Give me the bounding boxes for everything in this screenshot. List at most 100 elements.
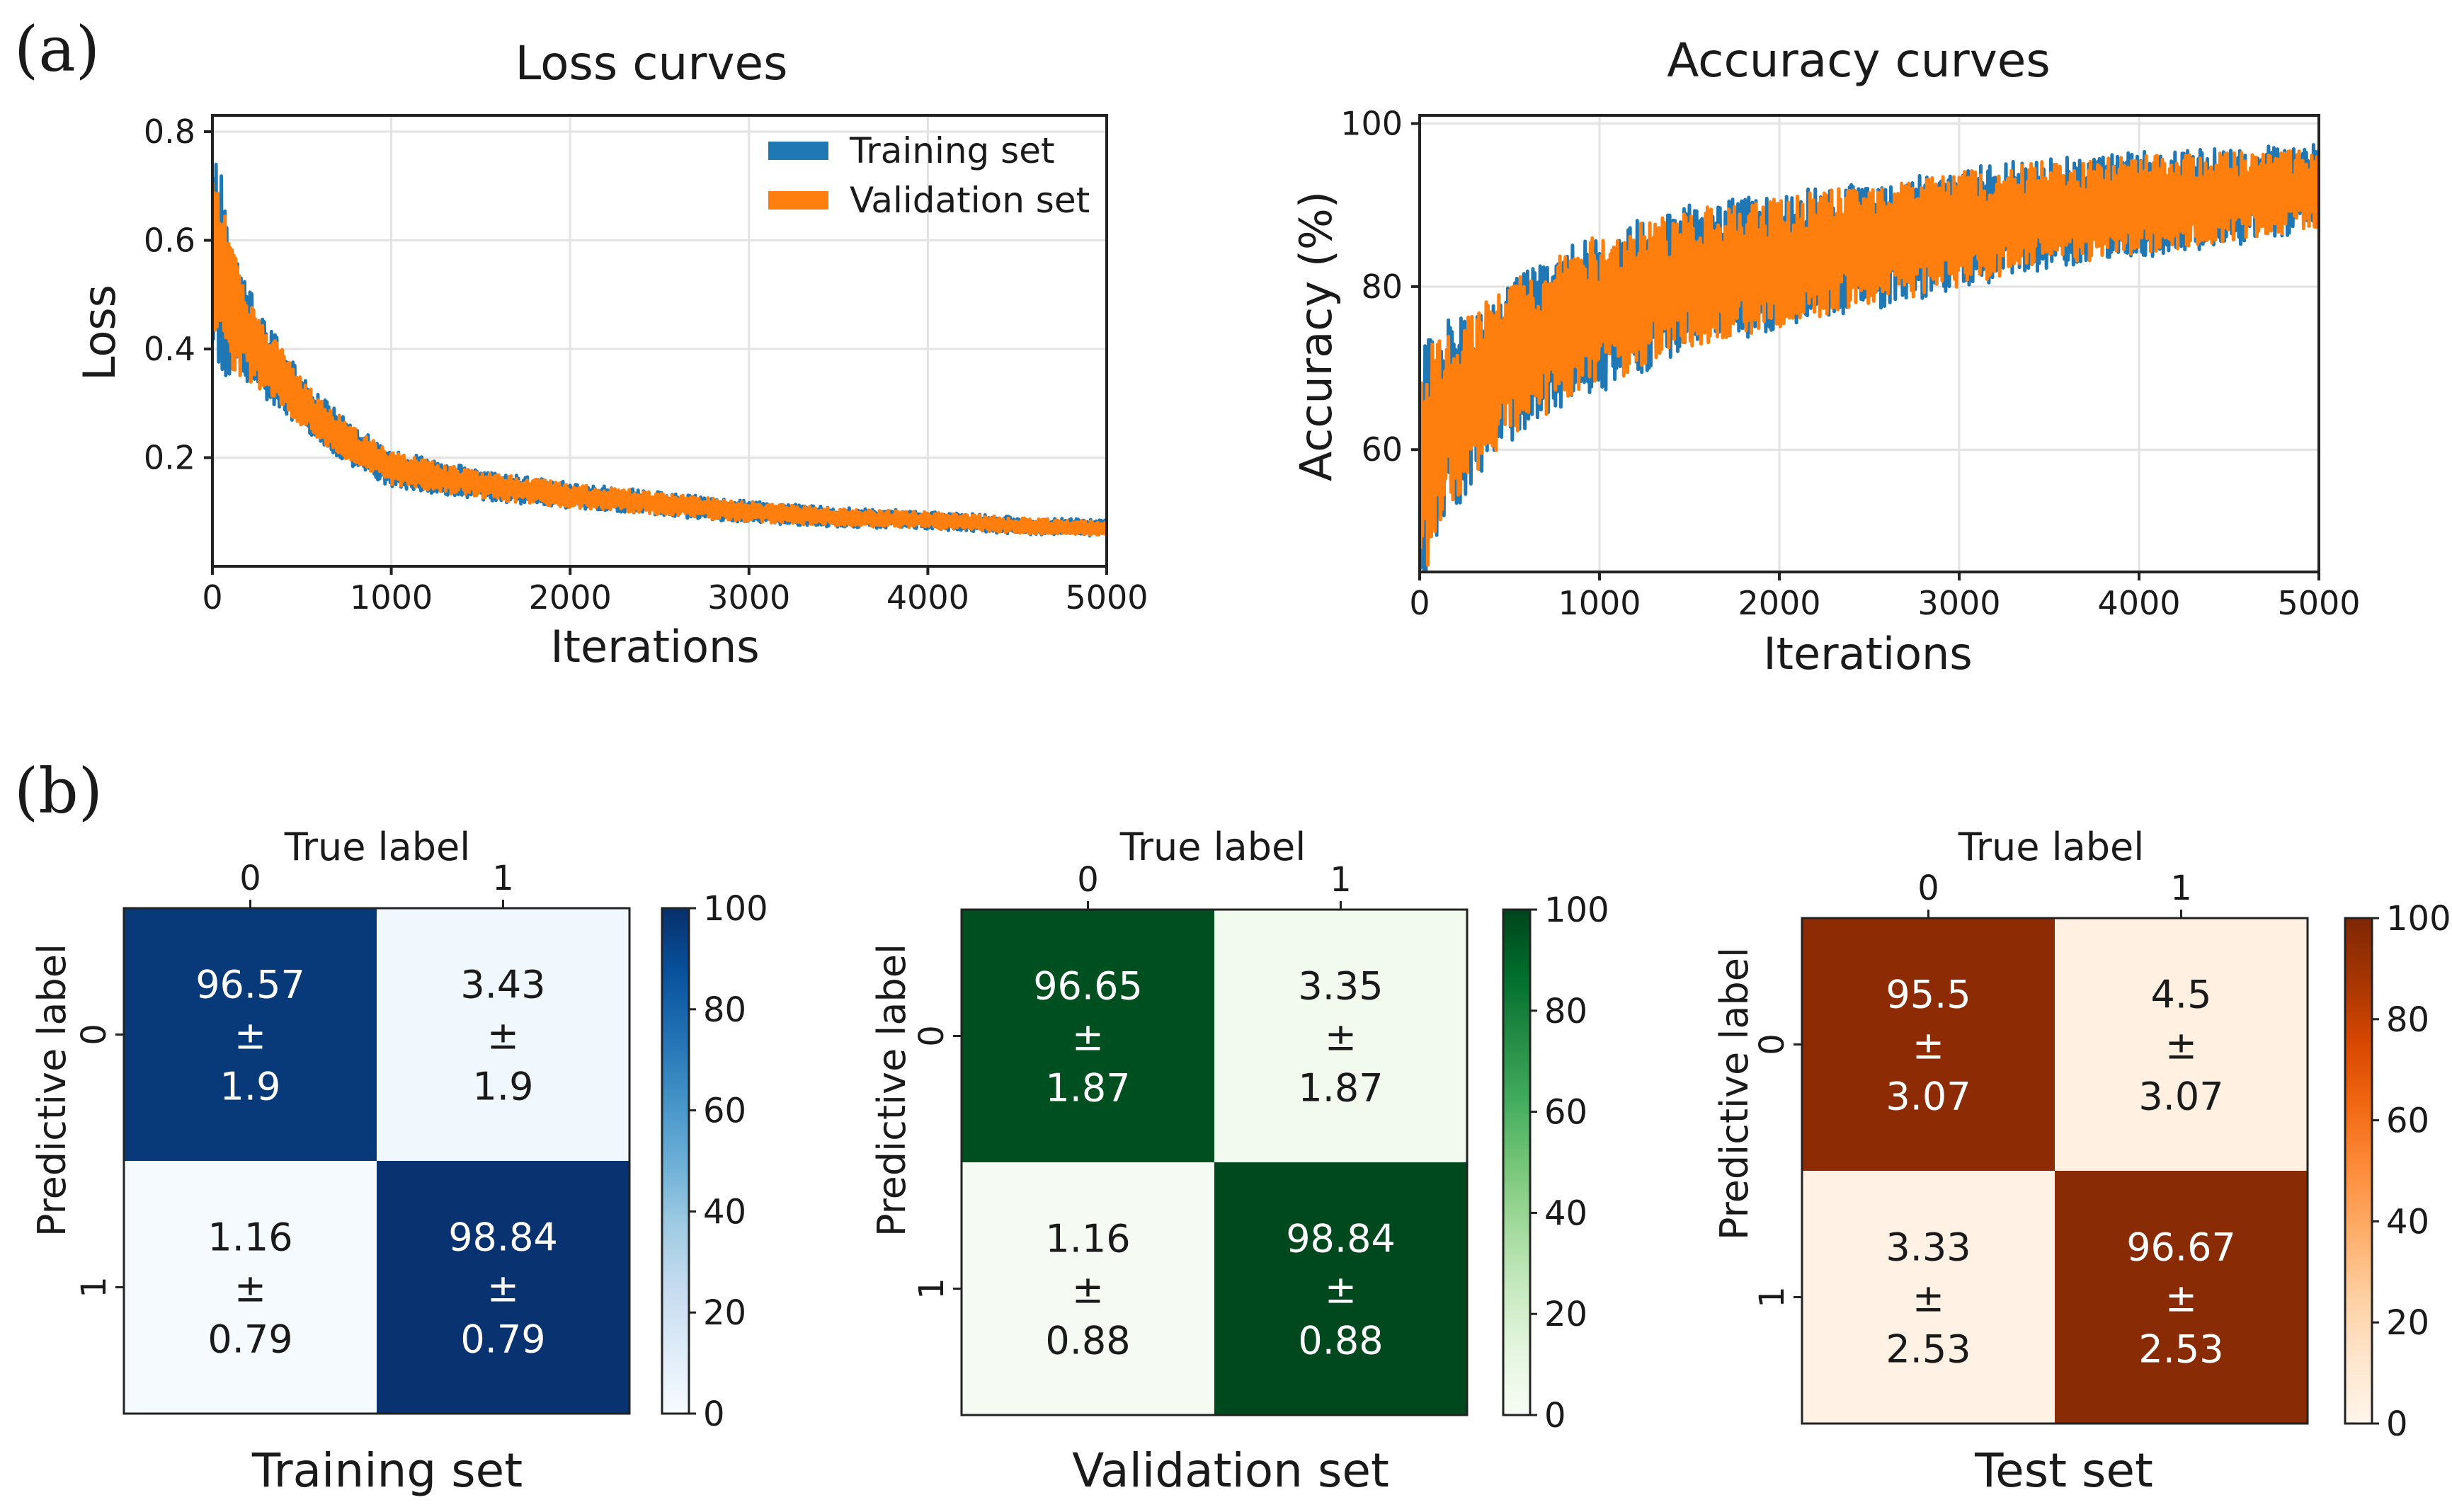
colorbar <box>1502 908 1532 1416</box>
row-tick-label: 1 <box>912 1278 952 1300</box>
training-predictive-label: Predictive label <box>30 944 74 1237</box>
matrix-cell <box>1802 1171 2055 1424</box>
cell-value: ± <box>2165 1276 2197 1321</box>
cell-value: 3.35 <box>1298 964 1383 1009</box>
y-tick-label: 0.2 <box>144 439 195 477</box>
col-tick-label: 0 <box>1917 869 1939 908</box>
cell-value: ± <box>234 1014 266 1058</box>
matrix-cell <box>962 910 1214 1162</box>
cell-value: 96.65 <box>1033 964 1143 1009</box>
test-true-label: True label <box>1958 825 2144 869</box>
colorbar-tick-label: 80 <box>1544 992 1587 1031</box>
cell-value: 1.9 <box>473 1065 534 1109</box>
cell-value: 98.84 <box>448 1215 558 1260</box>
colorbar-tick-label: 40 <box>2386 1202 2429 1242</box>
matrix-cell <box>377 1161 629 1414</box>
cell-value: 1.16 <box>207 1215 292 1260</box>
test-predictive-label: Predictive label <box>1712 947 1757 1240</box>
cell-value: ± <box>2165 1024 2197 1068</box>
loss-y-axis-label: Loss <box>74 285 125 381</box>
cell-value: 2.53 <box>2138 1327 2223 1372</box>
legend-label-0: Training set <box>849 130 1055 171</box>
matrix-cell <box>2055 1171 2308 1424</box>
cell-value: 3.43 <box>460 963 545 1007</box>
loss-chart-title: Loss curves <box>515 36 787 91</box>
row-tick-label: 1 <box>1752 1286 1792 1308</box>
cell-value: 1.87 <box>1045 1066 1130 1111</box>
matrix-cell <box>124 908 377 1161</box>
y-tick-label: 0.4 <box>144 330 195 368</box>
colorbar-tick-label: 100 <box>1544 890 1609 930</box>
colorbar-tick-label: 60 <box>703 1092 746 1131</box>
series-line-validation-set <box>1420 149 2319 567</box>
cell-value: ± <box>234 1266 266 1311</box>
x-tick-label: 4000 <box>2097 584 2180 622</box>
loss-x-axis-label: Iterations <box>550 621 759 672</box>
loss-chart: Loss curves Iterations Loss 0 1000 2000 300… <box>74 36 1148 672</box>
row-tick-label: 0 <box>912 1025 952 1047</box>
colorbar-tick-label: 20 <box>2386 1303 2429 1343</box>
cell-value: 96.67 <box>2126 1225 2236 1270</box>
matrix-frame <box>1801 917 2309 1425</box>
cell-value: 0.88 <box>1045 1319 1130 1363</box>
test-confusion-matrix: Test set True label Predictive label 95.… <box>1712 825 2451 1498</box>
colorbar-tick-label: 100 <box>703 889 768 929</box>
cell-value: 2.53 <box>1886 1327 1971 1372</box>
cell-value: ± <box>1072 1015 1104 1060</box>
panel-label-b: (b) <box>14 755 103 827</box>
panel-label-a: (a) <box>14 13 100 86</box>
matrix-cell <box>124 1161 377 1414</box>
colorbar-tick-label: 40 <box>703 1192 746 1232</box>
col-tick-label: 0 <box>1077 860 1099 900</box>
validation-true-label: True label <box>1119 825 1306 869</box>
colorbar-tick-label: 0 <box>2386 1404 2408 1444</box>
accuracy-y-axis-label: Accuracy (%) <box>1290 191 1342 481</box>
y-tick-label: 0.6 <box>144 222 195 260</box>
row-tick-label: 0 <box>1752 1033 1792 1055</box>
matrix-cell <box>377 908 629 1161</box>
cell-value: ± <box>1072 1268 1104 1312</box>
colorbar-tick-label: 20 <box>703 1293 746 1333</box>
colorbar <box>2344 917 2373 1425</box>
row-tick-label: 1 <box>74 1276 114 1298</box>
training-confusion-matrix: Training set True label Predictive label… <box>30 825 768 1498</box>
colorbar-tick-label: 60 <box>2386 1101 2429 1141</box>
row-tick-label: 0 <box>74 1024 114 1046</box>
col-tick-label: 1 <box>1330 860 1352 900</box>
colorbar-tick-label: 40 <box>1544 1193 1587 1233</box>
matrix-cell <box>2055 918 2308 1171</box>
colorbar-tick-label: 0 <box>703 1394 725 1434</box>
x-tick-label: 4000 <box>886 578 969 617</box>
y-tick-label: 80 <box>1361 268 1403 306</box>
x-tick-label: 3000 <box>1917 584 2000 622</box>
colorbar-tick-label: 80 <box>2386 1000 2429 1040</box>
matrix-cell <box>1802 918 2055 1171</box>
matrix-cell <box>1214 910 1467 1162</box>
colorbar-tick-label: 80 <box>703 990 746 1030</box>
legend-swatch-1 <box>768 191 828 210</box>
cell-value: ± <box>1912 1024 1944 1068</box>
x-tick-label: 2000 <box>1738 584 1820 622</box>
cell-value: 0.79 <box>207 1317 292 1362</box>
x-tick-label: 5000 <box>1065 578 1148 617</box>
y-tick-label: 0.8 <box>144 113 195 151</box>
matrix-cell <box>1214 1162 1467 1415</box>
legend-label-1: Validation set <box>850 180 1090 221</box>
series-line-validation-set <box>212 181 1107 537</box>
validation-confusion-matrix: Validation set True label Predictive lab… <box>869 825 1609 1498</box>
cell-value: 0.79 <box>460 1317 545 1362</box>
colorbar-tick-label: 60 <box>1544 1093 1587 1133</box>
validation-matrix-title: Validation set <box>1072 1443 1389 1498</box>
x-tick-label: 2000 <box>529 578 612 617</box>
cell-value: ± <box>487 1266 519 1311</box>
plot-frame <box>1418 114 2320 573</box>
colorbar <box>661 907 690 1415</box>
plot-frame <box>211 114 1108 568</box>
cell-value: 3.07 <box>1886 1075 1971 1119</box>
colorbar-tick-label: 0 <box>1544 1396 1566 1436</box>
col-tick-label: 1 <box>2170 869 2192 908</box>
training-matrix-title: Training set <box>251 1443 523 1498</box>
test-matrix-title: Test set <box>1974 1443 2153 1498</box>
y-tick-label: 60 <box>1361 430 1403 469</box>
